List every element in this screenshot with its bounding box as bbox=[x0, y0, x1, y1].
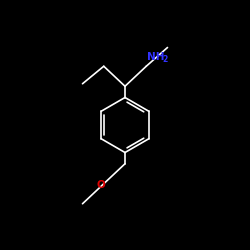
Text: 2: 2 bbox=[162, 55, 167, 64]
Text: O: O bbox=[97, 180, 106, 190]
Text: NH: NH bbox=[148, 52, 165, 62]
